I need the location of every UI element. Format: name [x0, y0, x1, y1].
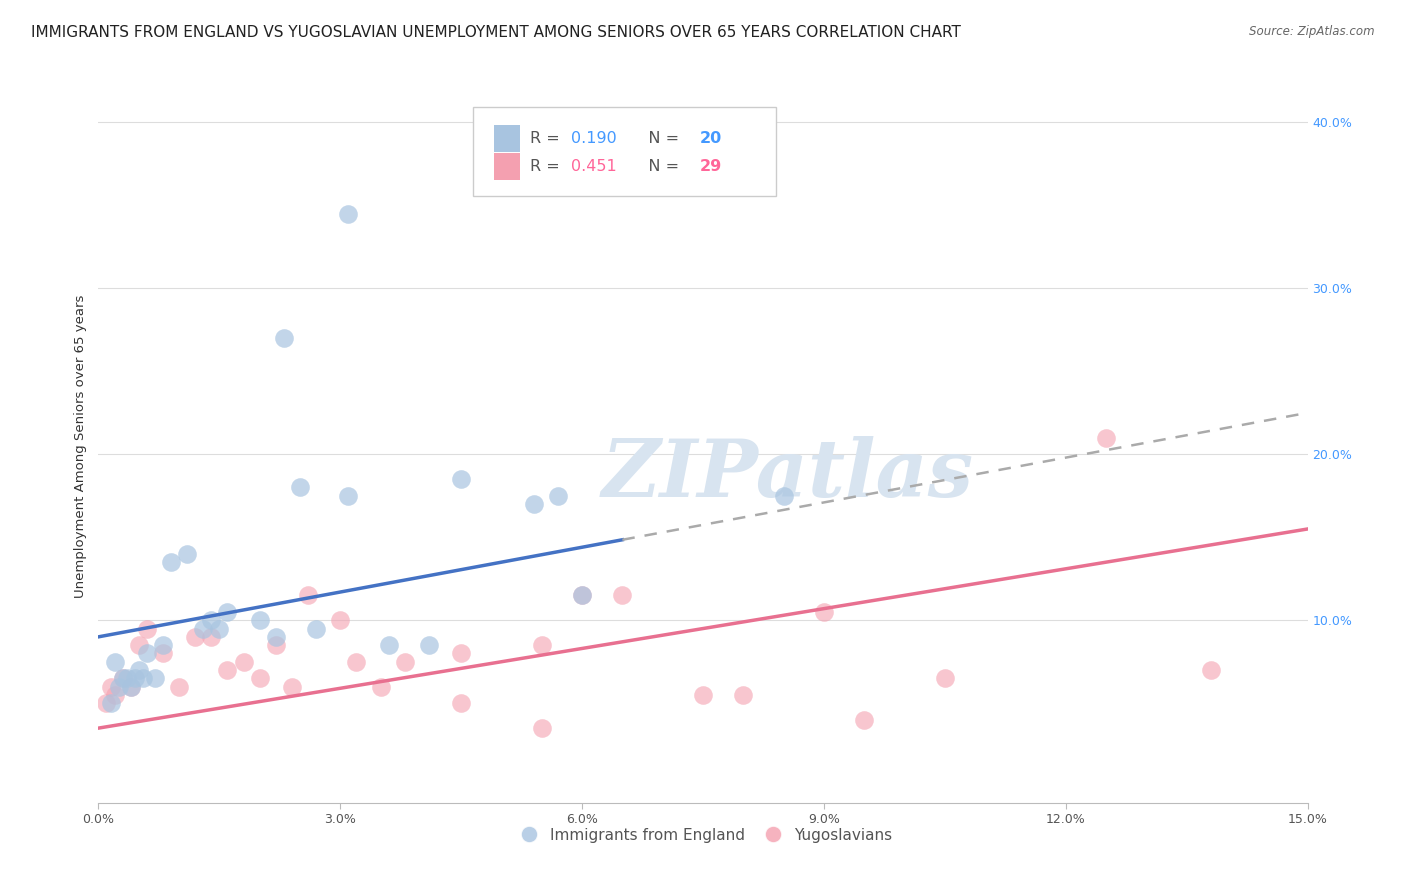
Point	[571, 588, 593, 602]
Point	[193, 622, 215, 636]
Point	[120, 680, 142, 694]
Point	[184, 630, 207, 644]
Point	[100, 696, 122, 710]
Point	[128, 638, 150, 652]
Text: 29: 29	[699, 159, 721, 174]
Point	[111, 671, 134, 685]
Text: R =: R =	[530, 159, 565, 174]
Point	[733, 688, 755, 702]
Point	[264, 630, 287, 644]
Point	[281, 680, 304, 694]
Point	[530, 721, 553, 735]
Point	[692, 688, 714, 702]
Point	[128, 663, 150, 677]
Point	[217, 663, 239, 677]
Point	[1199, 663, 1222, 677]
Point	[249, 671, 271, 685]
Text: Source: ZipAtlas.com: Source: ZipAtlas.com	[1250, 25, 1375, 38]
Point	[547, 489, 569, 503]
Point	[249, 613, 271, 627]
Point	[305, 622, 328, 636]
Point	[450, 696, 472, 710]
Legend: Immigrants from England, Yugoslavians: Immigrants from England, Yugoslavians	[508, 822, 898, 848]
Point	[200, 630, 222, 644]
Text: ZIPatlas: ZIPatlas	[602, 436, 974, 513]
Text: 0.190: 0.190	[571, 131, 617, 146]
Point	[450, 647, 472, 661]
Point	[167, 680, 190, 694]
Point	[337, 489, 360, 503]
Point	[450, 472, 472, 486]
Point	[853, 713, 876, 727]
Point	[370, 680, 392, 694]
Point	[208, 622, 231, 636]
Point	[103, 655, 125, 669]
Point	[337, 207, 360, 221]
Point	[772, 489, 794, 503]
Point	[135, 622, 157, 636]
Point	[143, 671, 166, 685]
FancyBboxPatch shape	[474, 107, 776, 196]
Point	[288, 481, 311, 495]
Point	[571, 588, 593, 602]
Point	[394, 655, 416, 669]
Text: R =: R =	[530, 131, 565, 146]
Point	[96, 696, 118, 710]
Point	[100, 680, 122, 694]
Point	[103, 688, 125, 702]
Point	[813, 605, 835, 619]
Point	[273, 331, 295, 345]
Point	[523, 497, 546, 511]
Point	[135, 647, 157, 661]
Point	[329, 613, 352, 627]
Point	[132, 671, 155, 685]
Point	[934, 671, 956, 685]
Point	[377, 638, 399, 652]
Text: IMMIGRANTS FROM ENGLAND VS YUGOSLAVIAN UNEMPLOYMENT AMONG SENIORS OVER 65 YEARS : IMMIGRANTS FROM ENGLAND VS YUGOSLAVIAN U…	[31, 25, 960, 40]
Point	[264, 638, 287, 652]
Text: N =: N =	[633, 159, 685, 174]
Point	[115, 671, 138, 685]
Point	[111, 671, 134, 685]
Point	[344, 655, 367, 669]
Point	[612, 588, 634, 602]
Point	[200, 613, 222, 627]
Point	[1095, 431, 1118, 445]
Point	[176, 547, 198, 561]
Bar	[494, 125, 520, 152]
Point	[217, 605, 239, 619]
Point	[152, 638, 174, 652]
Point	[120, 680, 142, 694]
Point	[124, 671, 146, 685]
Point	[152, 647, 174, 661]
Text: 20: 20	[699, 131, 721, 146]
Y-axis label: Unemployment Among Seniors over 65 years: Unemployment Among Seniors over 65 years	[75, 294, 87, 598]
Point	[160, 555, 183, 569]
Text: N =: N =	[633, 131, 685, 146]
Point	[232, 655, 254, 669]
Point	[418, 638, 440, 652]
Point	[297, 588, 319, 602]
Point	[530, 638, 553, 652]
Bar	[494, 153, 520, 180]
Text: 0.451: 0.451	[571, 159, 617, 174]
Point	[107, 680, 129, 694]
